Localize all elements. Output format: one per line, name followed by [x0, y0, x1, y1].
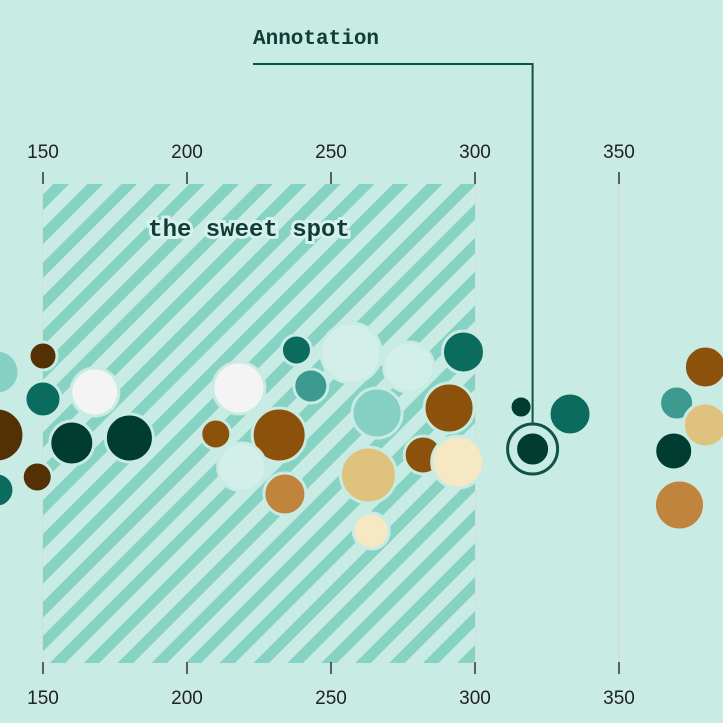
annotation-label: Annotation — [253, 28, 379, 51]
data-point — [547, 391, 593, 437]
annotation-leader-line — [253, 63, 534, 424]
annotation-layer: Annotation — [253, 28, 534, 424]
data-point — [652, 478, 706, 532]
data-point — [440, 329, 486, 375]
data-point — [0, 471, 16, 509]
data-point — [250, 406, 308, 464]
axis-layer: 150 150 200 200 250 250 300 300 350 350 — [27, 142, 635, 709]
data-point — [351, 511, 391, 551]
data-point — [69, 366, 121, 418]
data-point — [279, 333, 313, 367]
data-point — [262, 471, 308, 517]
data-point — [382, 340, 436, 394]
data-point — [23, 379, 63, 419]
data-point — [422, 381, 476, 435]
x-tick-label-top-350: 350 — [603, 142, 635, 163]
data-point — [0, 348, 21, 396]
x-tick-label-bottom-200: 200 — [171, 688, 203, 709]
x-tick-label-bottom-250: 250 — [315, 688, 347, 709]
data-point — [350, 386, 404, 440]
data-point — [319, 321, 383, 385]
highlight-band-label: the sweet spot — [148, 217, 350, 244]
x-tick-label-bottom-150: 150 — [27, 688, 59, 709]
data-point — [216, 441, 268, 493]
x-tick-label-top-200: 200 — [171, 142, 203, 163]
data-point — [658, 384, 696, 422]
data-point — [681, 401, 723, 449]
x-tick-label-bottom-300: 300 — [459, 688, 491, 709]
x-tick-label-bottom-350: 350 — [603, 688, 635, 709]
data-point — [682, 344, 723, 390]
data-point — [103, 412, 155, 464]
data-point — [211, 360, 267, 416]
x-tick-label-top-250: 250 — [315, 142, 347, 163]
data-point — [653, 430, 695, 472]
data-point — [199, 417, 233, 451]
data-point — [48, 419, 96, 467]
data-point — [508, 394, 534, 420]
data-point-highlighted — [514, 430, 552, 468]
data-point — [20, 460, 54, 494]
data-point — [27, 340, 59, 372]
data-point — [292, 367, 330, 405]
x-tick-label-top-150: 150 — [27, 142, 59, 163]
points-layer — [0, 321, 723, 551]
data-point — [338, 445, 398, 505]
data-point — [0, 406, 26, 464]
data-point — [430, 434, 486, 490]
x-tick-label-top-300: 300 — [459, 142, 491, 163]
